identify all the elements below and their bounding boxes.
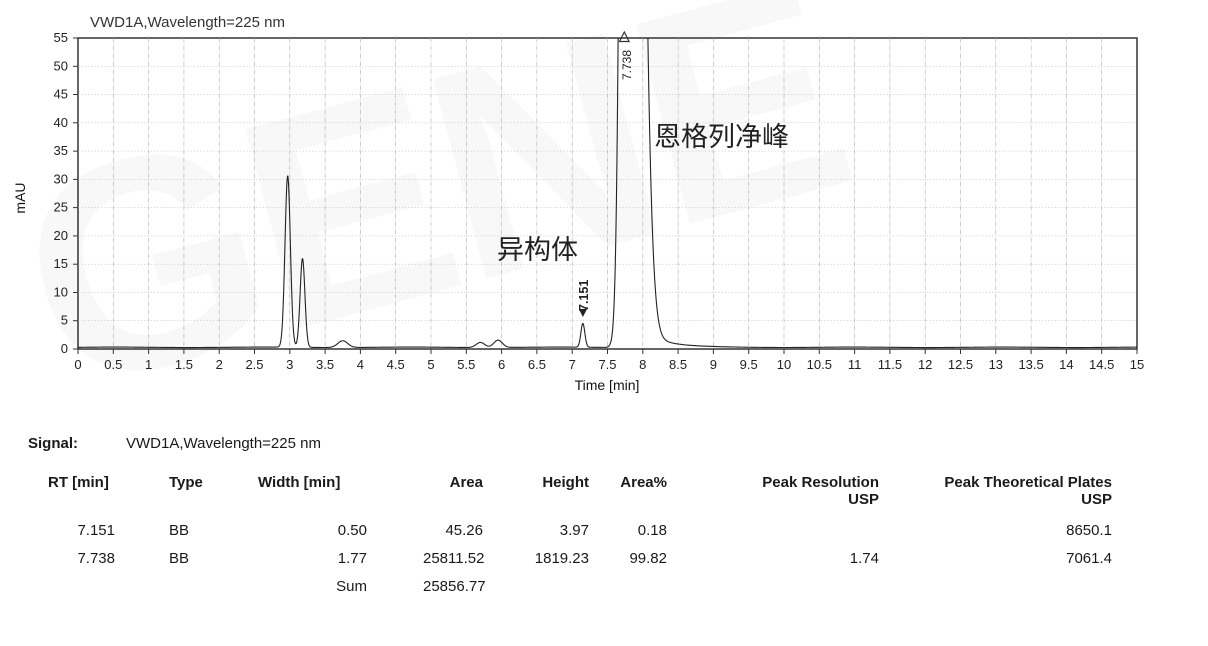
svg-text:8.5: 8.5 xyxy=(669,357,687,372)
svg-text:7: 7 xyxy=(569,357,576,372)
svg-text:8: 8 xyxy=(639,357,646,372)
svg-text:6.5: 6.5 xyxy=(528,357,546,372)
svg-text:20: 20 xyxy=(54,228,68,243)
svg-text:35: 35 xyxy=(54,143,68,158)
svg-text:0: 0 xyxy=(74,357,81,372)
svg-text:50: 50 xyxy=(54,58,68,73)
svg-text:异构体: 异构体 xyxy=(497,235,578,265)
svg-text:Time [min]: Time [min] xyxy=(575,377,640,393)
svg-text:5: 5 xyxy=(427,357,434,372)
svg-text:13: 13 xyxy=(989,357,1003,372)
svg-text:2: 2 xyxy=(216,357,223,372)
svg-text:13.5: 13.5 xyxy=(1018,357,1043,372)
svg-text:11: 11 xyxy=(848,357,862,372)
svg-text:15: 15 xyxy=(54,256,68,271)
svg-text:2.5: 2.5 xyxy=(245,357,263,372)
svg-text:12: 12 xyxy=(918,357,932,372)
svg-text:7.738: 7.738 xyxy=(620,50,634,80)
svg-text:25: 25 xyxy=(54,200,68,215)
svg-text:14: 14 xyxy=(1059,357,1073,372)
svg-text:10.5: 10.5 xyxy=(807,357,832,372)
svg-text:mAU: mAU xyxy=(12,182,28,213)
svg-text:14.5: 14.5 xyxy=(1089,357,1114,372)
svg-text:6: 6 xyxy=(498,357,505,372)
svg-text:12.5: 12.5 xyxy=(948,357,973,372)
svg-text:45: 45 xyxy=(54,87,68,102)
svg-text:0.5: 0.5 xyxy=(104,357,122,372)
svg-text:恩格列净峰: 恩格列净峰 xyxy=(654,122,789,152)
svg-text:30: 30 xyxy=(54,171,68,186)
svg-text:3: 3 xyxy=(286,357,293,372)
svg-text:40: 40 xyxy=(54,115,68,130)
svg-text:1: 1 xyxy=(145,357,152,372)
svg-text:15: 15 xyxy=(1130,357,1144,372)
svg-text:9: 9 xyxy=(710,357,717,372)
svg-text:4.5: 4.5 xyxy=(387,357,405,372)
svg-text:9.5: 9.5 xyxy=(740,357,758,372)
svg-text:10: 10 xyxy=(54,285,68,300)
svg-text:11.5: 11.5 xyxy=(878,357,902,372)
svg-text:3.5: 3.5 xyxy=(316,357,334,372)
svg-text:0: 0 xyxy=(61,341,68,356)
svg-text:4: 4 xyxy=(357,357,364,372)
svg-text:VWD1A,Wavelength=225 nm: VWD1A,Wavelength=225 nm xyxy=(90,14,285,31)
svg-text:1.5: 1.5 xyxy=(175,357,193,372)
svg-text:55: 55 xyxy=(54,30,68,45)
svg-text:7.151: 7.151 xyxy=(577,280,591,311)
svg-text:5: 5 xyxy=(61,313,68,328)
svg-text:5.5: 5.5 xyxy=(457,357,475,372)
svg-text:GENE: GENE xyxy=(0,0,874,455)
svg-text:10: 10 xyxy=(777,357,791,372)
svg-text:7.5: 7.5 xyxy=(598,357,616,372)
